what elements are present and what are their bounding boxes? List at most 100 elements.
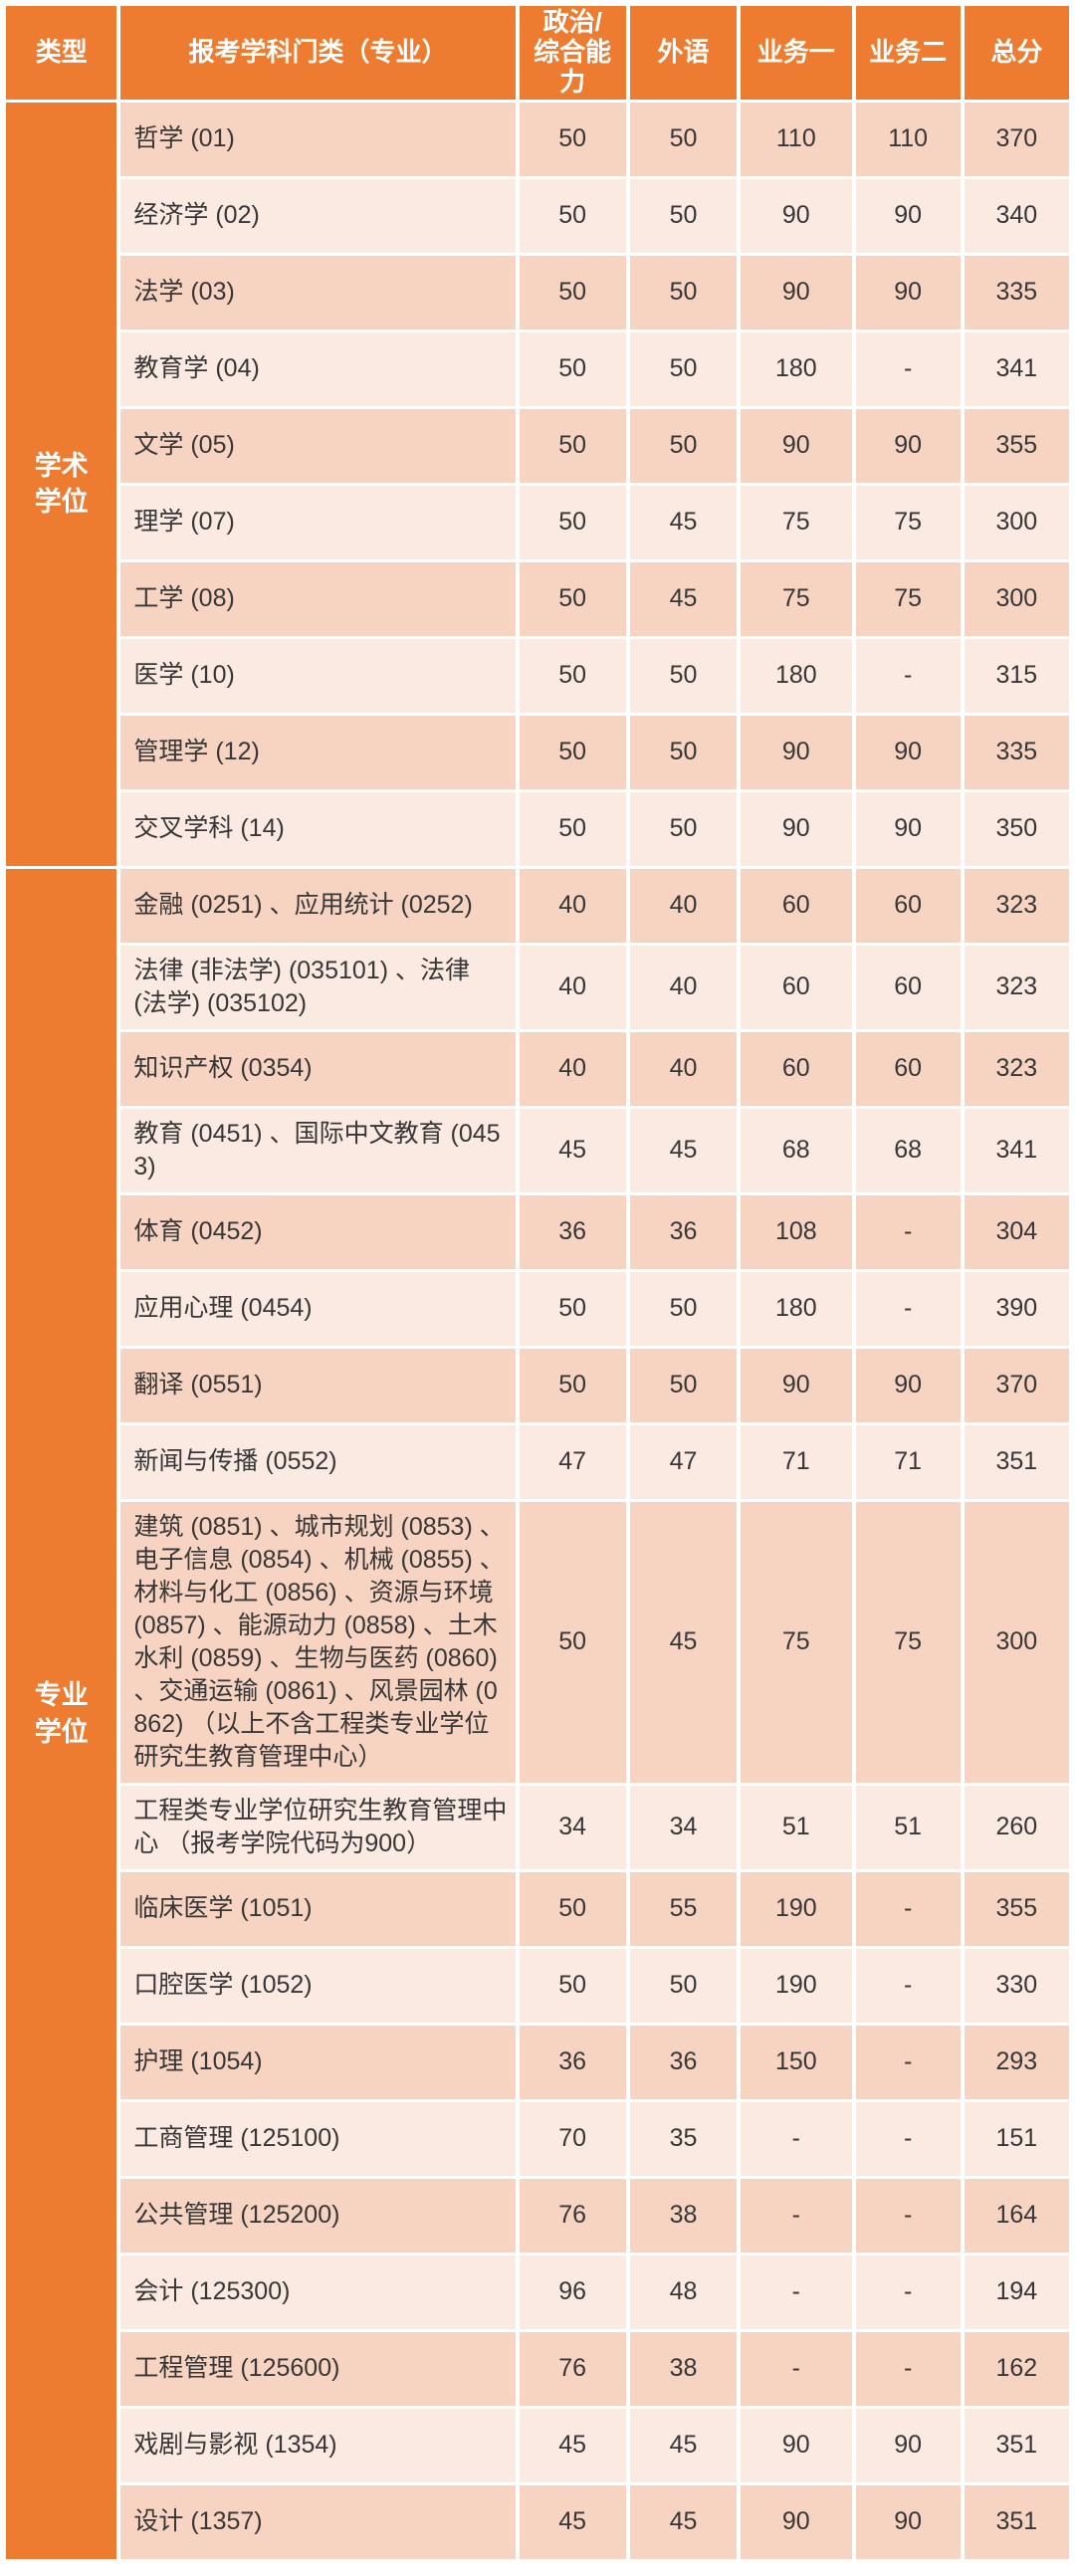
table-body: 学术学位 哲学 (01) 50 50 110 110 370 经济学 (02) 50 50 90 90… [6,102,1069,2559]
score-business1: - [741,2254,852,2329]
subject-cell: 经济学 (02) [120,178,516,253]
score-total: 355 [964,408,1069,483]
score-total: 330 [964,1948,1069,2023]
score-total: 194 [964,2254,1069,2329]
subject-cell: 哲学 (01) [120,102,516,176]
score-foreign: 50 [629,791,738,866]
score-business2: 110 [855,102,961,176]
score-foreign: 38 [629,2331,738,2406]
score-politics: 50 [519,1348,626,1422]
score-total: 315 [964,638,1069,713]
score-foreign: 50 [629,1271,738,1346]
score-business1: 75 [741,1501,852,1783]
type-cell-section-2: 专业学位 [6,868,117,2559]
score-business1: 75 [741,561,852,636]
table-row: 建筑 (0851) 、城市规划 (0853) 、电子信息 (0854) 、机械 … [6,1501,1069,1783]
table-row: 应用心理 (0454) 50 50 180-390 [6,1271,1069,1346]
score-business2: 90 [855,2484,961,2559]
table-row: 会计 (125300) 96 48- -194 [6,2254,1069,2329]
score-politics: 40 [519,945,626,1029]
score-politics: 34 [519,1785,626,1869]
score-business2: - [855,1194,961,1269]
table-row: 管理学 (12) 50 50 90 90 335 [6,715,1069,789]
score-business2: 75 [855,485,961,559]
score-total: 323 [964,1031,1069,1106]
table-row: 护理 (1054) 36 36 150-293 [6,2025,1069,2099]
table-row: 戏剧与影视 (1354) 45 45 90 90 351 [6,2408,1069,2482]
score-business2: 90 [855,1348,961,1422]
score-business1: 108 [741,1194,852,1269]
score-business2: - [855,1948,961,2023]
score-foreign: 40 [629,1031,738,1106]
score-foreign: 50 [629,408,738,483]
score-politics: 50 [519,638,626,713]
score-business1: 190 [741,1948,852,2023]
score-total: 293 [964,2025,1069,2099]
score-business1: - [741,2178,852,2253]
score-foreign: 36 [629,1194,738,1269]
score-total: 341 [964,1108,1069,1192]
score-business1: - [741,2331,852,2406]
score-foreign: 45 [629,1501,738,1783]
subject-cell: 会计 (125300) [120,2254,516,2329]
score-total: 300 [964,485,1069,559]
col-header-business2: 业务二 [855,6,961,100]
table-row: 法律 (非法学) (035101) 、法律 (法学) (035102) 40 40 6… [6,945,1069,1029]
score-business2: - [855,2254,961,2329]
subject-cell: 工学 (08) [120,561,516,636]
score-total: 370 [964,1348,1069,1422]
score-business2: 90 [855,791,961,866]
table-row: 医学 (10) 50 50 180-315 [6,638,1069,713]
score-business1: 71 [741,1424,852,1499]
score-total: 390 [964,1271,1069,1346]
score-total: 304 [964,1194,1069,1269]
subject-cell: 文学 (05) [120,408,516,483]
subject-cell: 设计 (1357) [120,2484,516,2559]
score-business2: - [855,2101,961,2176]
score-foreign: 50 [629,178,738,253]
subject-cell: 新闻与传播 (0552) [120,1424,516,1499]
score-total: 355 [964,1871,1069,1946]
score-business2: - [855,2178,961,2253]
score-foreign: 50 [629,1348,738,1422]
score-total: 164 [964,2178,1069,2253]
score-business1: 150 [741,2025,852,2099]
score-foreign: 48 [629,2254,738,2329]
score-foreign: 47 [629,1424,738,1499]
score-foreign: 34 [629,1785,738,1869]
subject-cell: 知识产权 (0354) [120,1031,516,1106]
score-total: 162 [964,2331,1069,2406]
table-row: 翻译 (0551) 50 50 90 90 370 [6,1348,1069,1422]
score-politics: 70 [519,2101,626,2176]
score-foreign: 50 [629,331,738,406]
score-business2: 75 [855,1501,961,1783]
subject-cell: 工商管理 (125100) [120,2101,516,2176]
col-header-total: 总分 [964,6,1069,100]
score-business1: 90 [741,791,852,866]
table-row: 设计 (1357) 45 45 90 90 351 [6,2484,1069,2559]
type-cell-section-1: 学术学位 [6,102,117,866]
subject-cell: 体育 (0452) [120,1194,516,1269]
admission-score-table: 类型 报考学科门类（专业） 政治/ 综合能力 外语 业务一 业务二 总分 学术学… [2,3,1073,2562]
table-row: 工程管理 (125600) 76 38- -162 [6,2331,1069,2406]
table-row: 经济学 (02) 50 50 90 90 340 [6,178,1069,253]
score-politics: 50 [519,102,626,176]
subject-cell: 工程管理 (125600) [120,2331,516,2406]
score-business1: 90 [741,178,852,253]
score-foreign: 45 [629,485,738,559]
score-politics: 50 [519,715,626,789]
col-header-subject: 报考学科门类（专业） [120,6,516,100]
score-politics: 50 [519,1948,626,2023]
table-row: 口腔医学 (1052) 50 50 190-330 [6,1948,1069,2023]
subject-cell: 临床医学 (1051) [120,1871,516,1946]
table-row: 工学 (08) 50 45 75 75 300 [6,561,1069,636]
score-business2: 51 [855,1785,961,1869]
score-business2: - [855,2331,961,2406]
table-row: 体育 (0452) 36 36 108-304 [6,1194,1069,1269]
header-row: 类型 报考学科门类（专业） 政治/ 综合能力 外语 业务一 业务二 总分 [6,6,1069,100]
score-foreign: 55 [629,1871,738,1946]
score-business1: 68 [741,1108,852,1192]
score-business1: 60 [741,945,852,1029]
table-row: 知识产权 (0354) 40 40 60 60 323 [6,1031,1069,1106]
score-business1: 190 [741,1871,852,1946]
